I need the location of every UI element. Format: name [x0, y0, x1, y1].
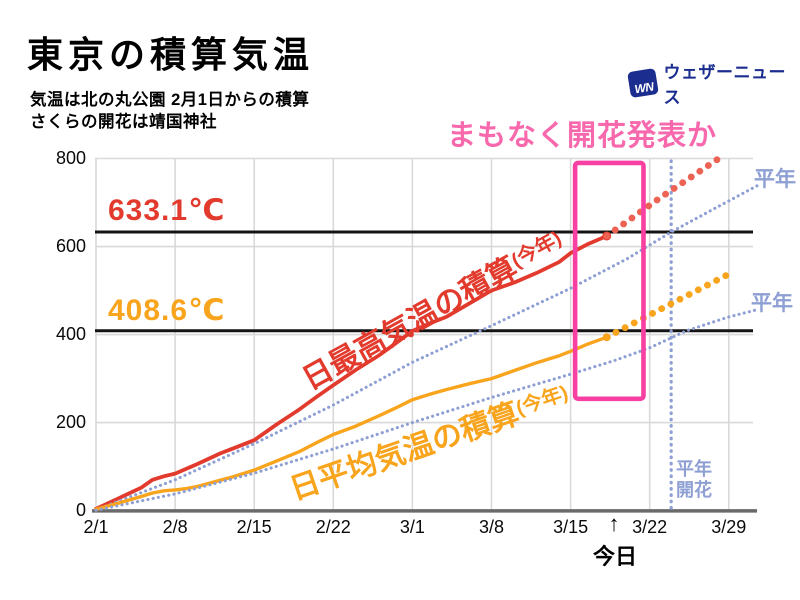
- x-tick-label-3: 2/22: [315, 517, 351, 537]
- x-tick-label-5: 3/8: [478, 517, 505, 537]
- weathernews-logo: WN ウェザーニュース: [627, 58, 800, 108]
- x-tick-label-4: 3/1: [399, 517, 425, 537]
- subtitle-line-1: 気温は北の丸公園 2月1日からの積算: [30, 91, 310, 109]
- x-tick-label-6: 3/15: [553, 517, 589, 537]
- logo-wn-text: WN: [633, 79, 655, 97]
- highlight-box: [572, 160, 646, 402]
- series-mean-normal: [94, 308, 757, 512]
- threshold-label-max: 633.1℃: [108, 194, 226, 227]
- y-tick-label-4: 800: [55, 147, 86, 168]
- y-tick-label-2: 400: [55, 323, 86, 344]
- page-title: 東京の積算気温: [27, 34, 315, 75]
- series-mean-this-year: [94, 335, 609, 511]
- y-tick-label-0: 0: [75, 499, 86, 520]
- x-tick-label-1: 2/8: [162, 517, 188, 537]
- y-tick-label-1: 200: [55, 411, 86, 432]
- series-mean-forecast: [603, 269, 735, 341]
- y-tick-label-3: 600: [55, 235, 86, 256]
- today-label: 今日: [592, 544, 637, 569]
- x-tick-label-0: 2/1: [83, 517, 109, 537]
- series-max-this-year: [94, 234, 609, 511]
- normal-bloom-label-line1: 平年: [676, 459, 712, 479]
- x-tick-label-8: 3/29: [711, 517, 747, 537]
- series-max-forecast: [603, 156, 721, 240]
- series-label-daily-mean-suffix: (今年): [513, 381, 571, 421]
- x-tick-label-7: 3/22: [632, 517, 668, 537]
- normal-bloom-date-label: 平年 開花: [676, 459, 712, 501]
- x-tick-label-2: 2/15: [236, 517, 272, 537]
- normal-bloom-label-line2: 開花: [676, 480, 712, 500]
- subtitle-line-2: さくらの開花は靖国神社: [30, 113, 217, 131]
- logo-brand-text: ウェザーニュース: [663, 63, 786, 107]
- bloom-announcement-callout: まもなく開花発表か: [447, 120, 718, 152]
- today-arrow-icon: ↑: [608, 511, 620, 536]
- weathernews-logo-icon: WN: [627, 67, 660, 99]
- threshold-label-mean: 408.6℃: [108, 294, 226, 327]
- normal-line-label-max: 平年: [754, 168, 796, 191]
- normal-line-label-mean: 平年: [751, 292, 793, 315]
